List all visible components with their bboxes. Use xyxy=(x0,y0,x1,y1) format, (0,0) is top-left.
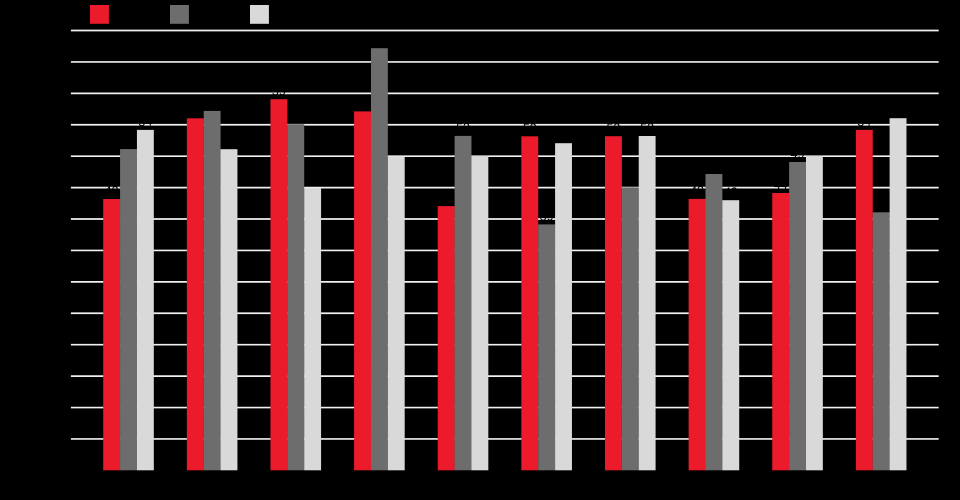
svg-text:53: 53 xyxy=(456,121,470,135)
svg-text:45: 45 xyxy=(623,172,637,186)
svg-text:41: 41 xyxy=(874,197,888,211)
svg-text:57: 57 xyxy=(205,96,219,110)
svg-text:53: 53 xyxy=(640,121,654,135)
svg-text:59: 59 xyxy=(272,84,286,98)
svg-text:55: 55 xyxy=(289,109,303,123)
svg-text:50: 50 xyxy=(807,141,821,155)
svg-text:43: 43 xyxy=(690,184,704,198)
svg-text:39: 39 xyxy=(540,209,554,223)
svg-text:49: 49 xyxy=(791,147,805,161)
svg-text:47: 47 xyxy=(707,159,721,173)
svg-text:42: 42 xyxy=(439,191,453,205)
svg-text:56: 56 xyxy=(891,103,905,117)
svg-text:43: 43 xyxy=(105,184,119,198)
svg-text:43: 43 xyxy=(724,185,738,199)
svg-text:67: 67 xyxy=(372,33,386,47)
svg-text:51: 51 xyxy=(122,134,136,148)
svg-text:50: 50 xyxy=(389,141,403,155)
svg-text:57: 57 xyxy=(356,96,370,110)
svg-text:56: 56 xyxy=(188,103,202,117)
svg-text:53: 53 xyxy=(606,121,620,135)
svg-text:54: 54 xyxy=(857,115,871,129)
svg-text:44: 44 xyxy=(774,178,788,192)
svg-text:54: 54 xyxy=(138,115,152,129)
svg-text:53: 53 xyxy=(523,121,537,135)
svg-text:51: 51 xyxy=(222,134,236,148)
svg-text:45: 45 xyxy=(306,173,320,187)
svg-text:50: 50 xyxy=(473,141,487,155)
svg-text:52: 52 xyxy=(557,128,571,142)
